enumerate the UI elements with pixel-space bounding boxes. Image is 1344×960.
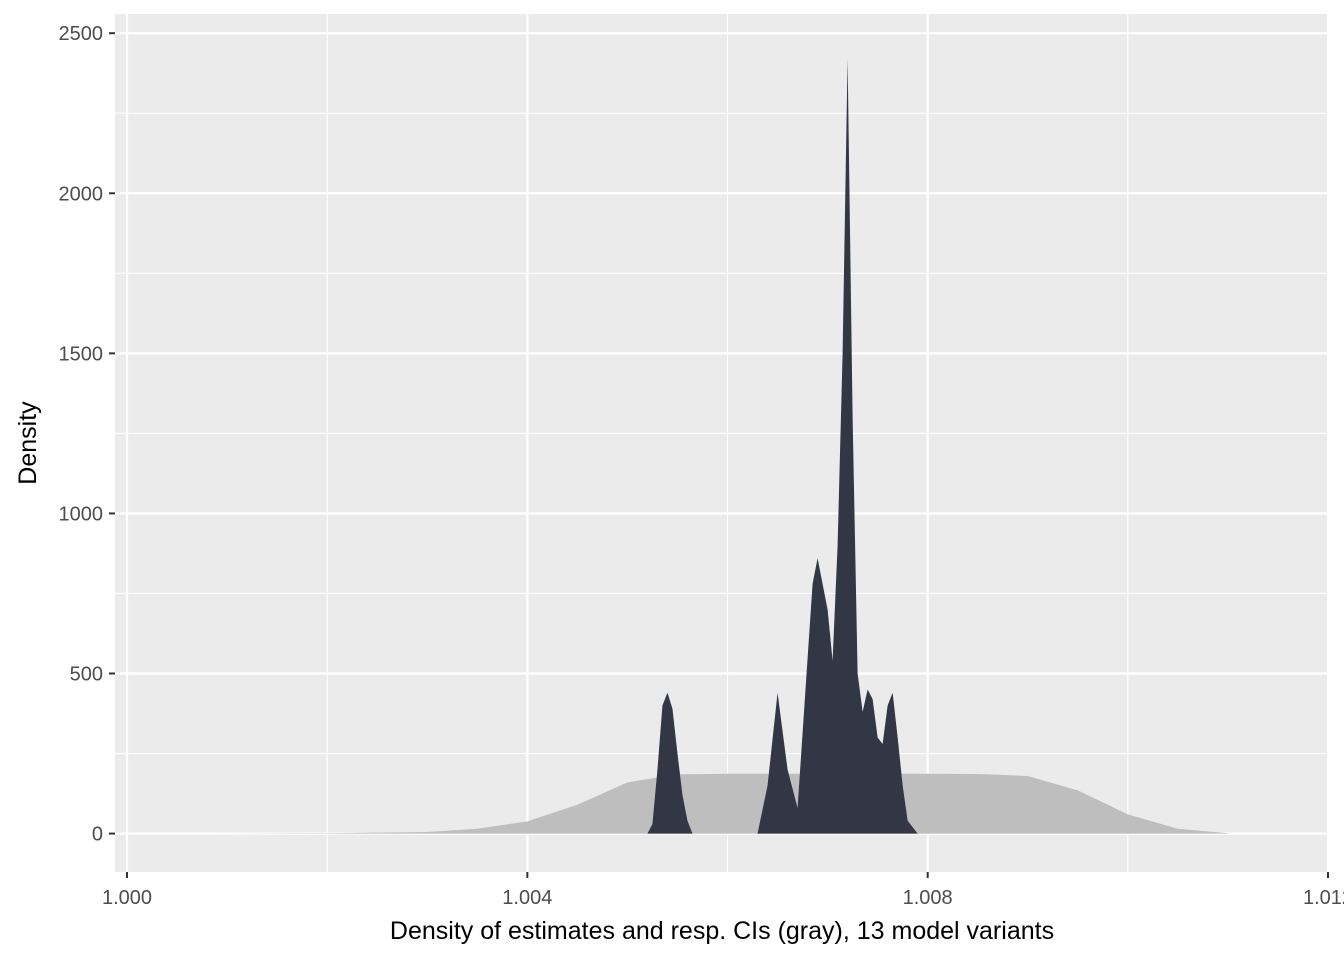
y-tick-label: 500 [70, 664, 103, 686]
grid-minor [115, 14, 1329, 872]
x-axis-title: Density of estimates and resp. CIs (gray… [390, 917, 1054, 945]
series-layer [217, 58, 1228, 834]
estimate-density-area [647, 58, 918, 834]
panel-background [115, 14, 1329, 872]
y-axis-title: Density [14, 401, 42, 485]
y-tick-label: 1000 [59, 503, 104, 525]
ci-density-area [217, 773, 1228, 834]
y-tick-label: 0 [92, 824, 103, 846]
y-tick-label: 2500 [59, 23, 104, 45]
y-tick-label: 1500 [59, 343, 104, 365]
y-tick-label: 2000 [59, 183, 104, 205]
grid-major [115, 14, 1330, 872]
x-tick-label: 1.008 [903, 887, 953, 909]
x-tick-label: 1.004 [502, 887, 552, 909]
x-axis: 1.000 1.004 1.008 1.012 [102, 872, 1344, 909]
y-axis: 0 500 1000 1500 2000 2500 [59, 23, 115, 846]
x-tick-label: 1.000 [102, 887, 152, 909]
x-tick-label: 1.012 [1303, 887, 1344, 909]
